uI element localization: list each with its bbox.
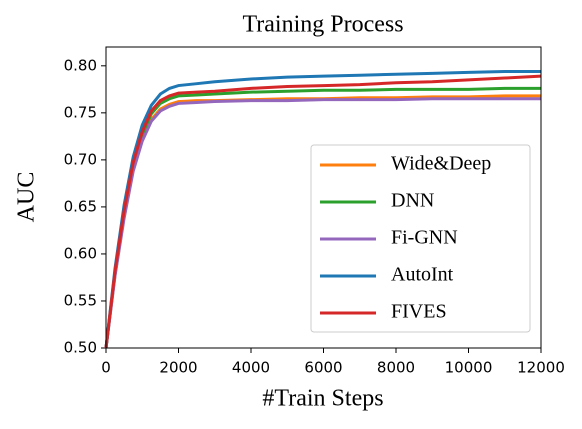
y-tick-label: 0.50 <box>64 339 97 357</box>
line <box>104 74 542 349</box>
x-tick-label: 2000 <box>159 359 197 377</box>
x-tick-label: 6000 <box>304 359 342 377</box>
legend-label: FIVES <box>391 301 447 323</box>
x-tick-label: 4000 <box>232 359 270 377</box>
plot-frame <box>105 46 542 349</box>
y-tick-label: 0.55 <box>64 291 97 309</box>
x-axis-label: #Train Steps <box>262 386 383 412</box>
legend-label: DNN <box>391 190 434 212</box>
y-tick-label: 0.80 <box>64 56 97 74</box>
legend-label: AutoInt <box>391 264 454 286</box>
chart-title: Training Process <box>242 12 403 38</box>
x-tick-label: 12000 <box>517 359 565 377</box>
line <box>104 69 541 349</box>
x-tick-label: 10000 <box>445 359 493 377</box>
line <box>104 97 541 349</box>
legend-label: Wide&Deep <box>391 153 491 175</box>
x-tick-label: 8000 <box>377 359 415 377</box>
legend-label: Fi-GNN <box>391 227 458 249</box>
y-tick-label: 0.65 <box>64 197 97 215</box>
y-axis-label: AUC <box>14 172 40 223</box>
x-tick-label: 0 <box>101 359 111 377</box>
y-tick-label: 0.60 <box>64 244 97 262</box>
y-tick-label: 0.75 <box>64 103 97 121</box>
legend-box <box>310 144 531 333</box>
y-tick-label: 0.70 <box>64 150 97 168</box>
